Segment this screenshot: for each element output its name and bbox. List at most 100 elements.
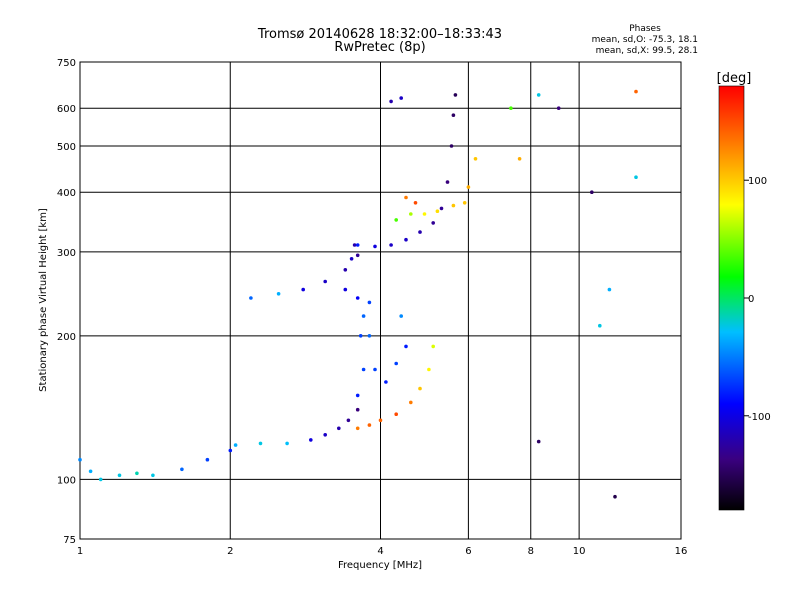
data-point [394,361,399,366]
data-point [233,443,238,447]
y-tick-label: 500 [57,142,76,153]
data-point [462,201,467,205]
data-point [346,418,351,423]
data-point [613,494,617,499]
data-point [431,221,436,225]
data-point [394,218,399,222]
grid [80,62,681,539]
data-point [517,157,522,161]
data-point [431,344,436,349]
data-point [117,473,122,478]
data-point [389,243,393,247]
data-point [349,257,354,261]
data-point [361,314,366,318]
data-point [413,201,418,205]
colorbar-tick-label: -100 [748,412,771,423]
data-point [384,380,388,384]
chart-subtitle: RwPretec (8p) [334,40,425,55]
data-point [404,195,408,200]
data-point [536,439,541,444]
data-point [88,469,93,474]
x-tick-label: 16 [675,546,688,557]
colorbar-tick-label: 100 [748,176,767,187]
data-point [399,314,404,318]
data-point [343,287,348,292]
data-point [205,457,210,462]
data-point [355,296,360,300]
data-point [358,334,363,338]
data-point [276,292,281,296]
data-point [151,473,155,478]
data-point [361,367,366,372]
y-axis-label: Stationary phase Virtual Height [km] [38,208,49,392]
data-point [135,471,139,476]
phases-line-x: mean, sd,X: 99.5, 28.1 [596,46,698,56]
data-point [389,99,393,104]
data-point [355,253,360,258]
data-point [634,89,638,94]
y-tick-labels: 75 100 200 300 400 500 600 750 [57,58,76,546]
x-tick-label: 1 [77,546,83,557]
y-tick-label: 75 [63,535,76,546]
data-point [309,438,313,442]
data-point [473,157,478,161]
x-tick-label: 6 [465,546,471,557]
data-point [607,287,612,292]
data-point [355,393,360,398]
data-point [404,344,408,349]
data-point [536,93,541,97]
data-point [634,175,638,179]
data-point [285,441,289,446]
data-point [466,185,471,189]
y-tick-label: 750 [57,58,76,69]
data-point [439,206,444,211]
x-tick-label: 2 [227,546,233,557]
x-tick-labels: 1 2 4 6 8 10 16 [77,546,688,557]
data-point [337,426,341,431]
data-point [598,323,602,328]
data-point [355,426,360,431]
data-point [228,448,233,453]
colorbar-label: [deg] [717,71,752,86]
x-axis-label: Frequency [MHz] [338,560,422,571]
x-tick-label: 8 [528,546,534,557]
chart-title: Tromsø 20140628 18:32:00–18:33:43 [257,27,502,42]
data-point [98,477,103,482]
data-points [78,89,638,499]
y-tick-label: 300 [57,248,76,259]
data-point [367,334,372,338]
data-point [355,243,360,247]
data-point [449,144,454,148]
data-point [249,296,253,300]
data-point [409,400,413,405]
data-point [590,190,594,194]
y-tick-label: 400 [57,188,76,199]
data-point [451,113,456,117]
data-point [435,209,440,213]
data-point [373,244,377,249]
data-point [409,212,413,216]
data-point [258,441,263,446]
data-point [418,230,422,234]
data-point [394,412,399,417]
data-point [509,106,513,110]
data-point [373,367,377,372]
data-point [301,287,306,292]
data-point [556,106,561,110]
data-point [323,279,328,284]
colorbar-ticks: 100 0 -100 [744,176,771,423]
phases-line-o: mean, sd,O: -75.3, 18.1 [592,35,698,45]
data-point [367,300,372,305]
phases-title: Phases [629,24,661,34]
data-point [453,93,458,97]
x-tick-label: 10 [573,546,586,557]
data-point [378,418,383,423]
data-point [427,367,431,372]
data-point [399,96,404,100]
data-point [367,423,372,427]
data-point [343,268,348,272]
data-point [451,203,456,208]
data-point [78,457,82,462]
data-point [180,467,184,472]
y-tick-label: 200 [57,332,76,343]
